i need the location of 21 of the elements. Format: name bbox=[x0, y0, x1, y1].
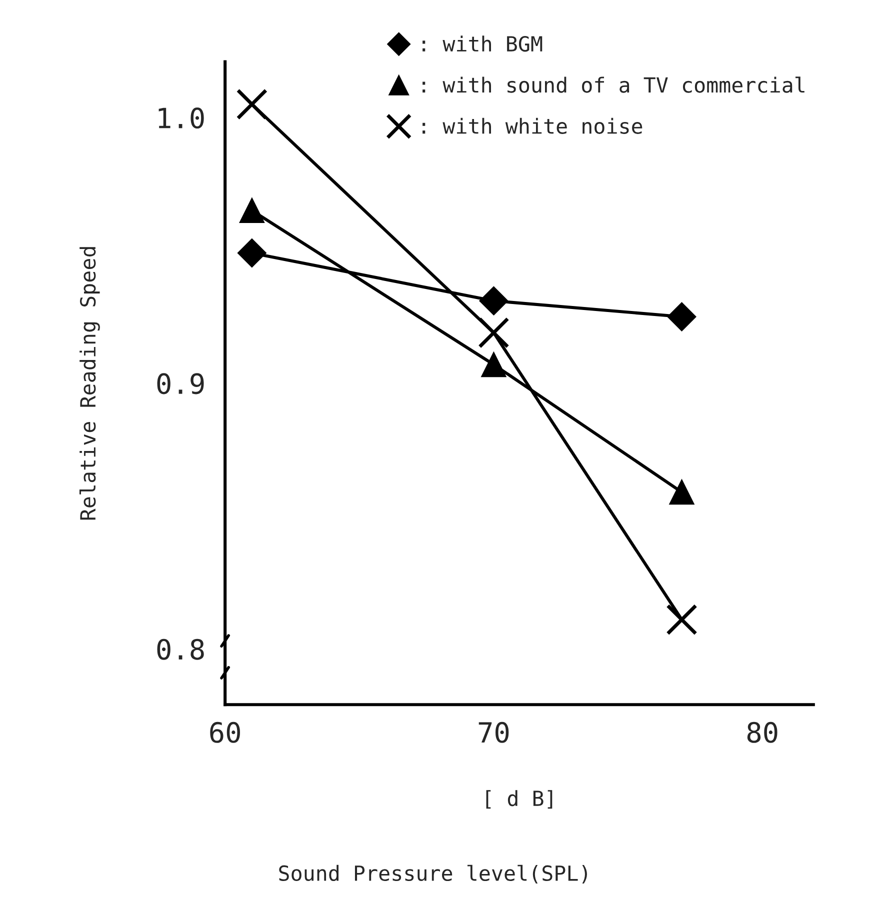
x-tick-label: 60 bbox=[210, 722, 240, 743]
x-tick-label: 70 bbox=[478, 722, 509, 743]
legend-label: : with BGM bbox=[422, 36, 542, 52]
y-tick-label: 0.9 bbox=[157, 373, 204, 394]
text: Sound Pressure level(SPL) bbox=[279, 864, 587, 884]
legend-label: : with white noise bbox=[422, 118, 642, 134]
point bbox=[479, 286, 508, 316]
x-tick-label: 80 bbox=[747, 722, 778, 743]
point bbox=[666, 604, 698, 636]
point bbox=[239, 198, 264, 224]
x-axis-title: [ d B] bbox=[486, 790, 552, 809]
point bbox=[481, 352, 506, 378]
point bbox=[667, 302, 696, 332]
point bbox=[478, 317, 510, 348]
point bbox=[237, 238, 266, 268]
point bbox=[669, 480, 694, 505]
point bbox=[236, 88, 268, 120]
y-tick-label: 0.8 bbox=[157, 638, 204, 660]
y-axis-title: Relative Reading Speed bbox=[79, 247, 100, 520]
y-tick-label: 1.0 bbox=[158, 108, 204, 129]
legend-label: : with sound of a TV commercial bbox=[422, 76, 804, 93]
